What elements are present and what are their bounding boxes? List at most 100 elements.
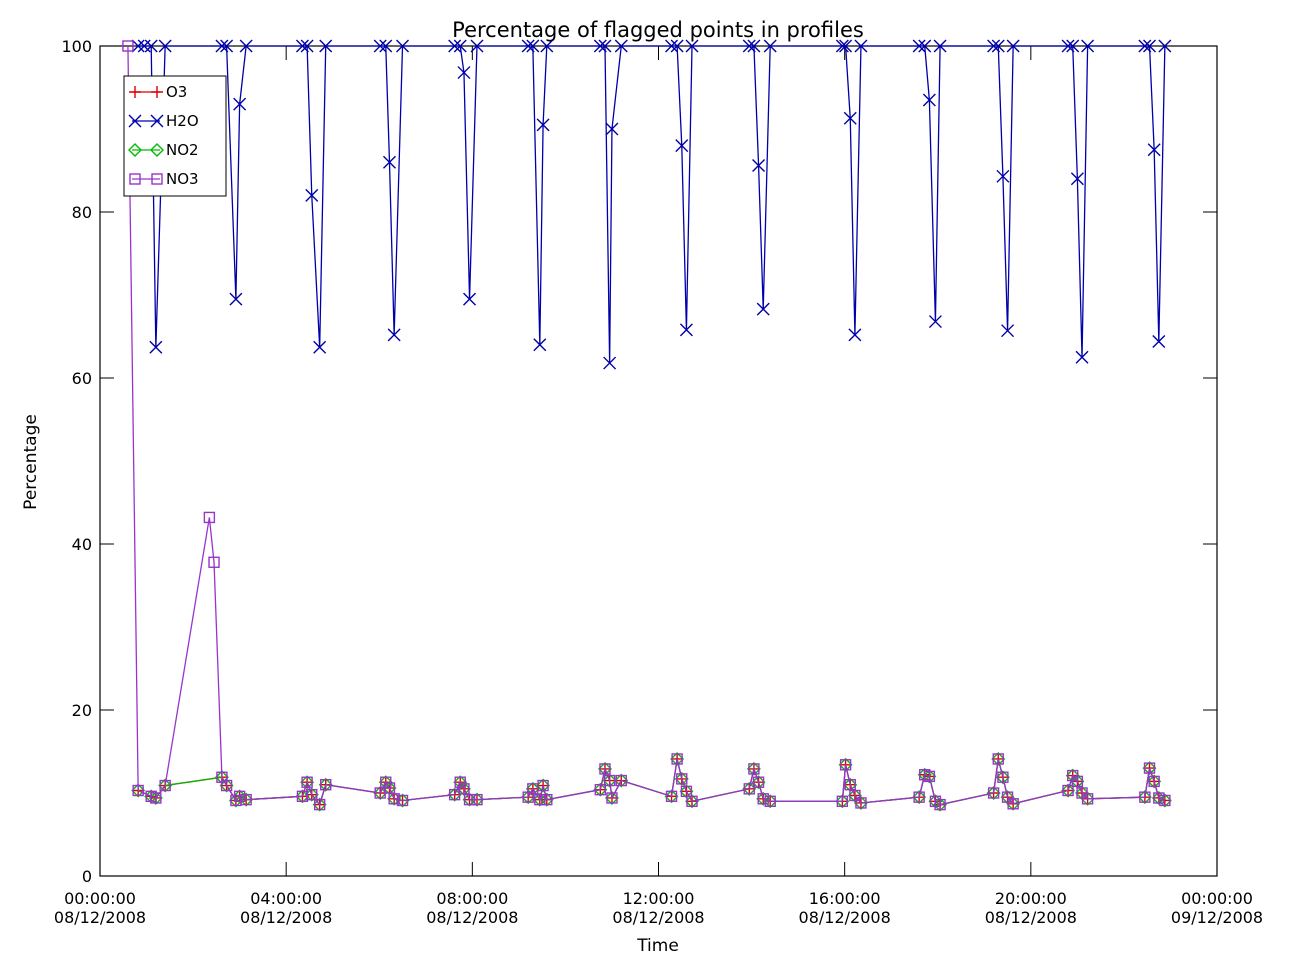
point-no3 (458, 783, 470, 795)
point-no3 (839, 759, 852, 771)
legend-marker (150, 143, 164, 157)
point-no3 (1139, 791, 1151, 803)
point-h2o (918, 39, 932, 53)
x-tick-date-label: 08/12/2008 (985, 908, 1077, 927)
point-h2o (685, 39, 699, 53)
point-h2o (448, 39, 462, 53)
point-h2o (933, 39, 947, 53)
point-no3 (132, 784, 144, 797)
point-h2o (387, 328, 401, 342)
x-tick-time-label: 00:00:00 (64, 889, 136, 908)
point-no3 (313, 798, 326, 811)
point-h2o (843, 111, 857, 125)
point-h2o (521, 39, 535, 53)
point-no3 (997, 771, 1009, 783)
point-no3 (301, 776, 313, 788)
point-no2 (1061, 783, 1076, 798)
point-h2o (848, 328, 862, 342)
point-no2 (469, 792, 484, 807)
point-h2o (928, 315, 942, 329)
legend-item-no3: NO3 (129, 170, 199, 188)
point-no3 (233, 790, 246, 803)
point-h2o (453, 39, 467, 53)
point-no2 (986, 786, 1001, 800)
point-h2o (854, 39, 868, 53)
point-h2o (747, 39, 761, 53)
point-no3 (208, 556, 220, 568)
point-no3 (844, 779, 856, 791)
point-no3 (748, 763, 760, 775)
point-no2 (835, 794, 850, 809)
y-tick-label: 20 (72, 701, 92, 720)
point-h2o (756, 302, 770, 316)
point-no2 (593, 782, 608, 797)
point-h2o (835, 39, 849, 53)
point-no3 (992, 753, 1004, 765)
legend-marker (150, 114, 164, 128)
legend: O3 H2O NO2 NO3 (123, 75, 227, 197)
point-no3 (541, 793, 553, 806)
point-h2o (1066, 39, 1080, 53)
point-no3 (1007, 798, 1019, 810)
point-no3 (764, 795, 776, 807)
y-tick-label: 40 (72, 535, 92, 554)
point-h2o (229, 292, 243, 306)
point-no2 (847, 788, 862, 803)
point-h2o (470, 39, 484, 53)
legend-item-o3: O3 (129, 83, 187, 101)
point-h2o (763, 39, 777, 53)
point-no3 (1081, 793, 1094, 805)
point-no3 (1153, 792, 1165, 804)
point-h2o (215, 39, 229, 53)
point-h2o (1070, 172, 1084, 186)
point-no3 (448, 788, 461, 801)
point-h2o (457, 66, 471, 80)
point-no2 (614, 773, 629, 788)
series-line-no3 (127, 45, 1166, 806)
point-no3 (752, 776, 765, 788)
point-no2 (604, 790, 619, 805)
legend-marker (151, 86, 163, 98)
y-axis-title: Percentage (21, 414, 41, 510)
point-no2 (1142, 761, 1157, 776)
point-h2o (305, 188, 319, 202)
point-h2o (1143, 39, 1157, 53)
point-no3 (606, 792, 618, 804)
point-no3 (594, 783, 607, 796)
point-no3 (122, 40, 134, 52)
point-no3 (923, 770, 936, 783)
point-no2 (685, 794, 699, 809)
point-no3 (913, 791, 925, 803)
x-tick-time-label: 04:00:00 (250, 889, 322, 908)
point-no2 (536, 778, 551, 793)
point-h2o (295, 39, 309, 53)
point-h2o (991, 39, 1005, 53)
point-no2 (539, 792, 554, 807)
point-h2o (675, 139, 689, 153)
legend-item-no2: NO2 (128, 141, 199, 159)
legend-label: H2O (166, 112, 199, 130)
legend-marker (129, 173, 141, 185)
point-h2o (540, 39, 554, 53)
point-no2 (158, 778, 173, 793)
point-no3 (1062, 784, 1074, 797)
point-h2o (379, 39, 393, 53)
point-h2o (131, 39, 145, 53)
point-h2o (396, 39, 410, 53)
x-tick-date-label: 08/12/2008 (612, 908, 704, 927)
x-tick-date-label: 08/12/2008 (426, 908, 518, 927)
point-no2 (751, 775, 766, 790)
point-no3 (203, 511, 216, 524)
point-no2 (674, 771, 689, 786)
point-h2o (670, 39, 684, 53)
point-h2o (922, 93, 936, 107)
point-h2o (220, 39, 234, 53)
chart-title: Percentage of flagged points in profiles (452, 18, 864, 42)
point-no3 (534, 793, 546, 806)
point-h2o (598, 39, 612, 53)
x-tick-date-label: 08/12/2008 (240, 908, 332, 927)
series-line-h2o (138, 45, 1166, 364)
point-no3 (320, 779, 332, 791)
